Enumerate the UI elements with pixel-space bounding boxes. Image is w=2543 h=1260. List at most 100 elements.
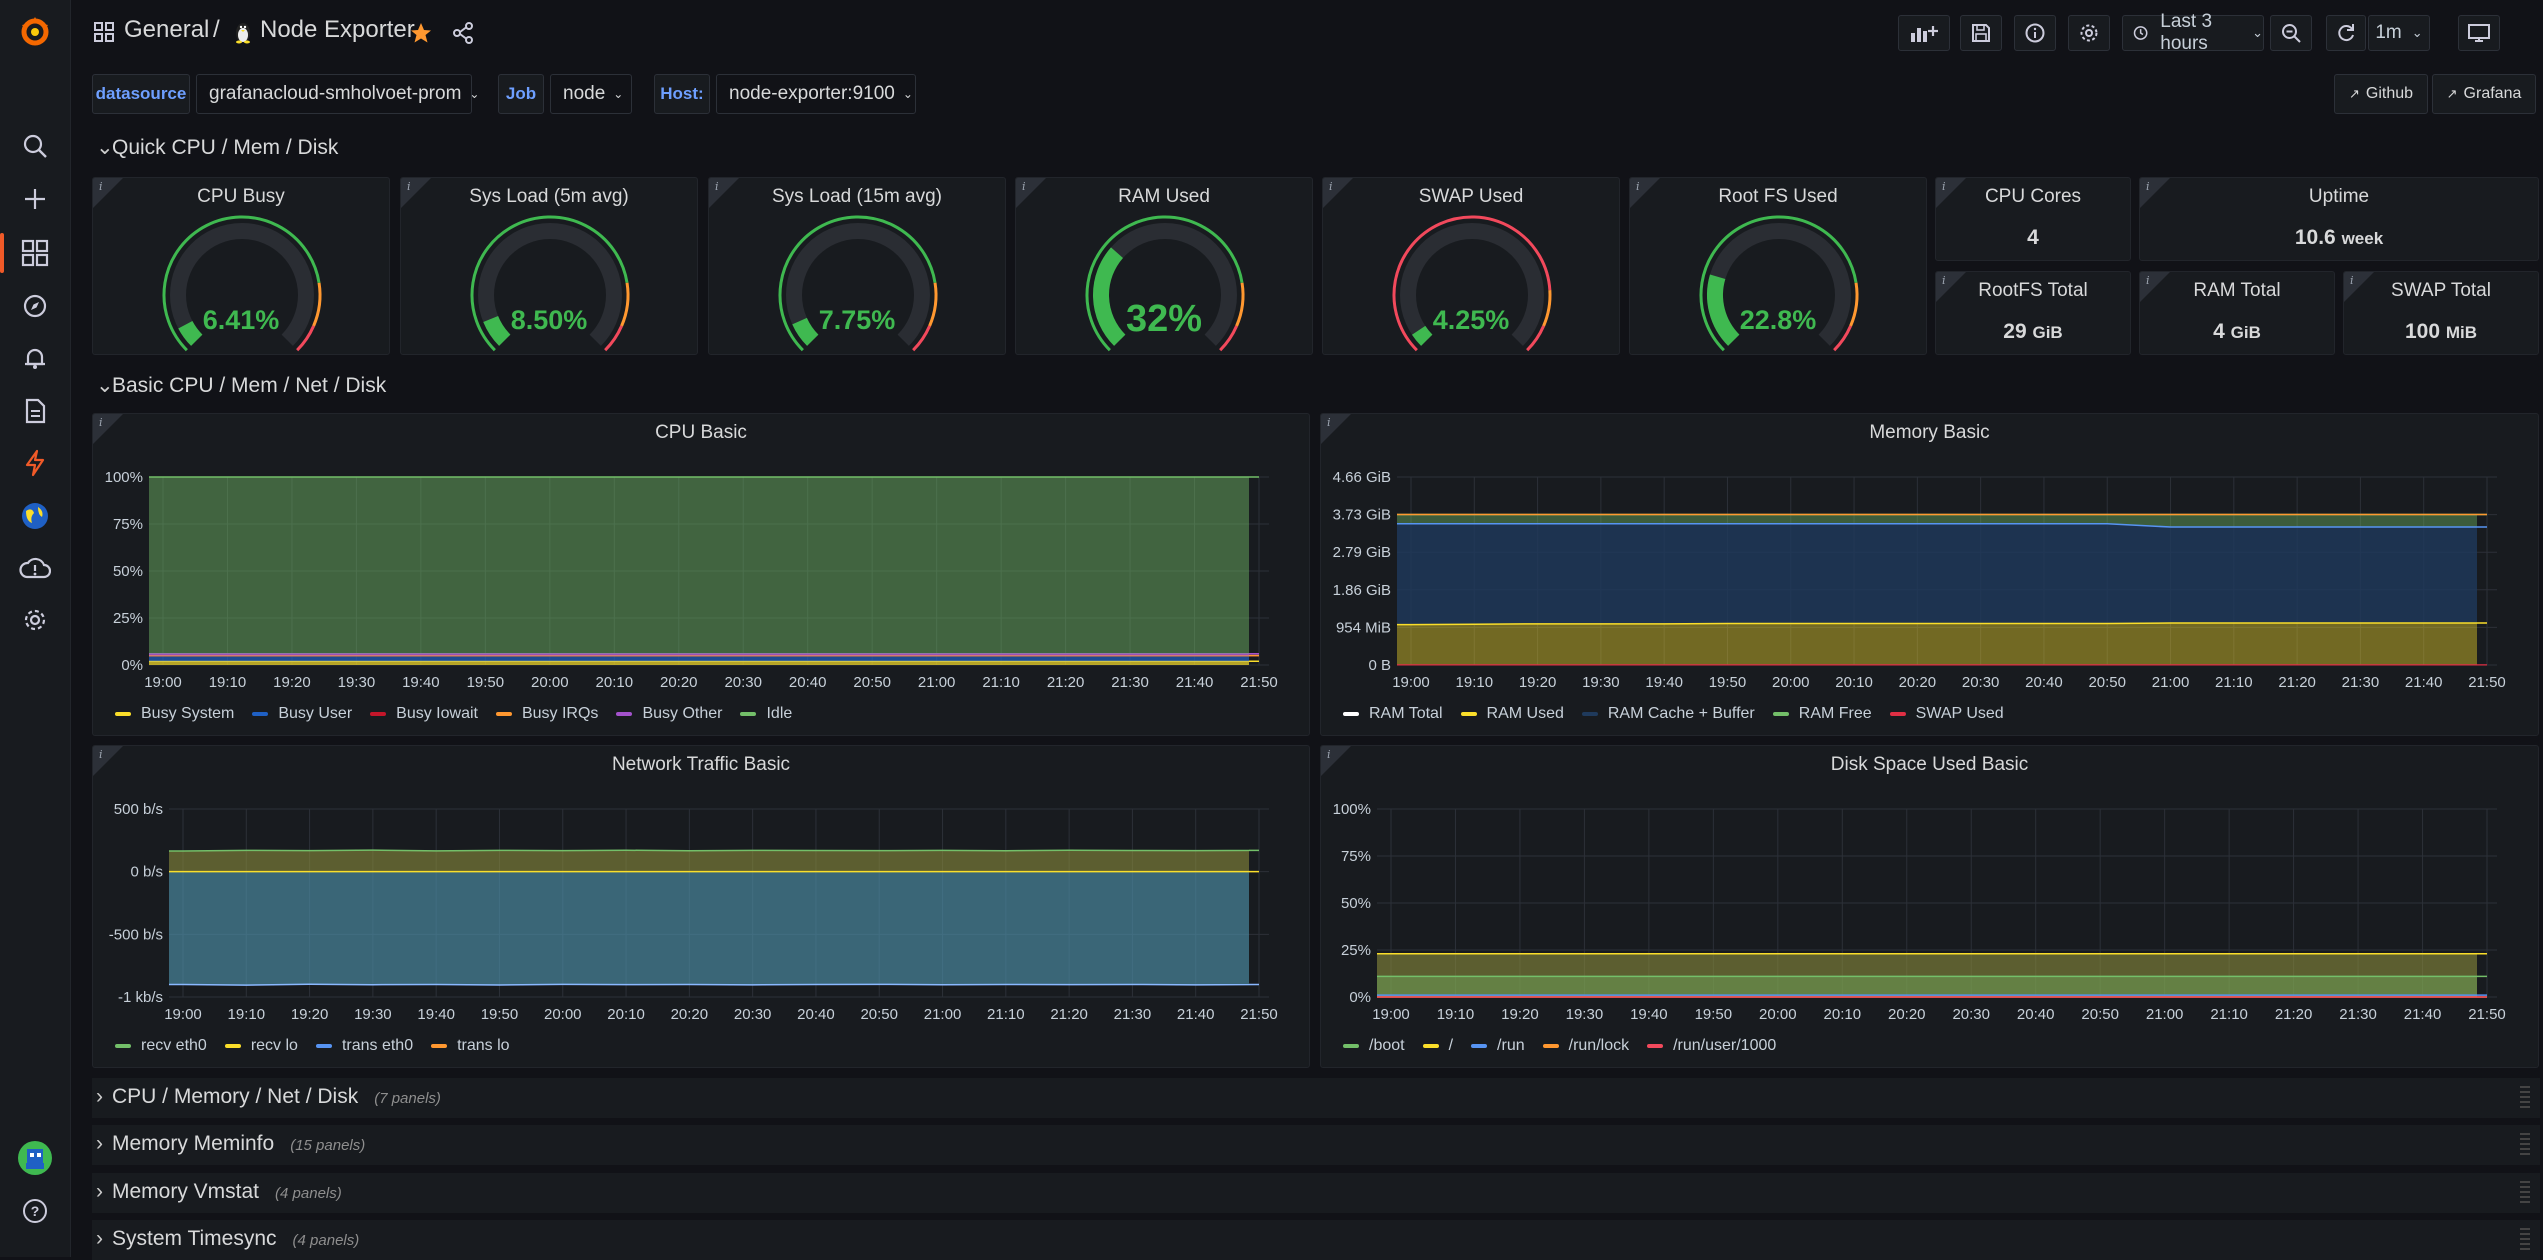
gauge-panel-cpu-busy[interactable]: i CPU Busy 6.41% bbox=[92, 177, 390, 355]
job-select[interactable]: node ⌄ bbox=[550, 74, 632, 114]
panel-info-corner[interactable] bbox=[2140, 178, 2170, 208]
time-range-picker[interactable]: Last 3 hours ⌄ bbox=[2122, 11, 2264, 54]
globe-icon[interactable] bbox=[15, 496, 55, 536]
drag-handle-icon[interactable] bbox=[2520, 1086, 2530, 1110]
panel-info-corner[interactable] bbox=[1936, 272, 1966, 302]
panel-info-corner[interactable] bbox=[1936, 178, 1966, 208]
legend-item[interactable]: /run/user/1000 bbox=[1647, 1037, 1776, 1055]
legend-item[interactable]: trans eth0 bbox=[315, 1037, 413, 1055]
graph-panel-memory-basic[interactable]: i Memory Basic 0 B 954 MiB 1.86 GiB 2.79 Gi… bbox=[1320, 413, 2539, 736]
legend-item[interactable]: recv lo bbox=[224, 1037, 298, 1055]
panel-info-corner[interactable] bbox=[93, 414, 123, 444]
graph-panel-network-traffic-basic[interactable]: i Network Traffic Basic -1 kb/s -500 b/s 0… bbox=[92, 745, 1310, 1068]
legend-item[interactable]: RAM Total bbox=[1343, 705, 1443, 723]
explore-compass-icon[interactable] bbox=[15, 286, 55, 326]
collapsed-row-title[interactable]: › Memory Vmstat (4 panels) bbox=[96, 1180, 342, 1204]
legend-item[interactable]: /run bbox=[1471, 1037, 1525, 1055]
drag-handle-icon[interactable] bbox=[2520, 1181, 2530, 1205]
dashboard-settings-button[interactable] bbox=[2068, 15, 2110, 51]
panel-info-corner[interactable] bbox=[1630, 178, 1660, 208]
legend-item[interactable]: Busy IRQs bbox=[495, 705, 598, 723]
save-dashboard-button[interactable] bbox=[1960, 15, 2002, 51]
legend-item[interactable]: Busy System bbox=[115, 705, 234, 723]
panel-info-corner[interactable] bbox=[1323, 178, 1353, 208]
dashboard-title[interactable]: Node Exporter bbox=[260, 16, 415, 43]
panel-info-corner[interactable] bbox=[401, 178, 431, 208]
gauge-panel-sys-load-15m[interactable]: i Sys Load (15m avg) 7.75% bbox=[708, 177, 1006, 355]
alerting-bell-icon[interactable] bbox=[15, 338, 55, 378]
stat-panel-swap-total[interactable]: i SWAP Total 100 MiB bbox=[2343, 271, 2539, 355]
stat-panel-cpu-cores[interactable]: i CPU Cores 4 bbox=[1935, 177, 2131, 261]
panel-info-corner[interactable] bbox=[2344, 272, 2374, 302]
star-favorite-icon[interactable] bbox=[410, 22, 432, 49]
stat-panel-rootfs-total[interactable]: i RootFS Total 29 GiB bbox=[1935, 271, 2131, 355]
stat-panel-uptime[interactable]: i Uptime 10.6 week bbox=[2139, 177, 2539, 261]
collapsed-row-memory-vmstat[interactable] bbox=[92, 1173, 2540, 1213]
panel-info-corner[interactable] bbox=[93, 746, 123, 776]
x-tick-label: 21:10 bbox=[982, 674, 1020, 691]
gauge-panel-swap-used[interactable]: i SWAP Used 4.25% bbox=[1322, 177, 1620, 355]
panel-info-corner[interactable] bbox=[709, 178, 739, 208]
create-plus-icon[interactable] bbox=[15, 179, 55, 219]
collapsed-row-memory-meminfo[interactable] bbox=[92, 1125, 2540, 1165]
lightning-bolt-icon[interactable] bbox=[15, 443, 55, 483]
refresh-interval-picker[interactable]: 1m ⌄ bbox=[2368, 15, 2430, 51]
legend-item[interactable]: SWAP Used bbox=[1889, 705, 2004, 723]
collapsed-row-title[interactable]: › CPU / Memory / Net / Disk (7 panels) bbox=[96, 1085, 441, 1109]
legend-item[interactable]: Busy Iowait bbox=[370, 705, 478, 723]
collapsed-row-title[interactable]: › Memory Meminfo (15 panels) bbox=[96, 1132, 365, 1156]
legend-label: /run/lock bbox=[1568, 1037, 1630, 1054]
search-icon[interactable] bbox=[15, 126, 55, 166]
legend-item[interactable]: / bbox=[1422, 1037, 1453, 1055]
row-quick-cpu-mem-disk[interactable]: ⌄Quick CPU / Mem / Disk bbox=[96, 135, 338, 160]
panel-info-corner[interactable] bbox=[1321, 746, 1351, 776]
legend-item[interactable]: Busy Other bbox=[616, 705, 722, 723]
graph-panel-disk-space-used-basic[interactable]: i Disk Space Used Basic 0% 25% 50% 75% 100% 1… bbox=[1320, 745, 2539, 1068]
grafana-link[interactable]: ↗ Grafana bbox=[2432, 74, 2536, 114]
legend-item[interactable]: /run/lock bbox=[1542, 1037, 1630, 1055]
gauge bbox=[1699, 215, 1859, 352]
share-icon[interactable] bbox=[452, 22, 474, 49]
legend-item[interactable]: Busy User bbox=[252, 705, 352, 723]
gauge-panel-root-fs-used[interactable]: i Root FS Used 22.8% bbox=[1629, 177, 1927, 355]
tv-mode-button[interactable] bbox=[2458, 15, 2500, 51]
help-icon[interactable]: ? bbox=[15, 1191, 55, 1231]
legend-item[interactable]: Idle bbox=[740, 705, 792, 723]
legend-item[interactable]: trans lo bbox=[431, 1037, 510, 1055]
document-icon[interactable] bbox=[15, 391, 55, 431]
panel-info-corner[interactable] bbox=[1016, 178, 1046, 208]
zoom-out-button[interactable] bbox=[2270, 15, 2312, 51]
panel-info-corner[interactable] bbox=[2140, 272, 2170, 302]
collapsed-row-title[interactable]: › System Timesync (4 panels) bbox=[96, 1227, 359, 1251]
grafana-logo-icon[interactable] bbox=[15, 12, 55, 52]
legend-item[interactable]: recv eth0 bbox=[115, 1037, 207, 1055]
collapsed-row-system-timesync[interactable] bbox=[92, 1220, 2540, 1260]
panel-info-corner[interactable] bbox=[93, 178, 123, 208]
cloud-alert-icon[interactable] bbox=[15, 548, 55, 588]
stat-panel-ram-total[interactable]: i RAM Total 4 GiB bbox=[2139, 271, 2335, 355]
legend-item[interactable]: RAM Cache + Buffer bbox=[1581, 705, 1755, 723]
graph-panel-cpu-basic[interactable]: i CPU Basic 0% 25% 50% 75% 100% 19:00 19:10 19:… bbox=[92, 413, 1310, 736]
y-tick-label: 0 B bbox=[1368, 657, 1391, 674]
dashboard-info-button[interactable] bbox=[2014, 15, 2056, 51]
drag-handle-icon[interactable] bbox=[2520, 1228, 2530, 1252]
legend-item[interactable]: /boot bbox=[1343, 1037, 1405, 1055]
settings-gear-icon[interactable] bbox=[15, 600, 55, 640]
legend-item[interactable]: RAM Free bbox=[1772, 705, 1872, 723]
panel-info-corner[interactable] bbox=[1321, 414, 1351, 444]
row-basic-cpu-mem-net-disk[interactable]: ⌄Basic CPU / Mem / Net / Disk bbox=[96, 373, 386, 398]
x-tick-label: 20:30 bbox=[1952, 1006, 1990, 1023]
refresh-button[interactable] bbox=[2326, 15, 2366, 51]
gauge-panel-sys-load-5m[interactable]: i Sys Load (5m avg) 8.50% bbox=[400, 177, 698, 355]
breadcrumb-folder[interactable]: General bbox=[124, 16, 210, 43]
datasource-select[interactable]: grafanacloud-smholvoet-prom ⌄ bbox=[196, 74, 479, 114]
host-select[interactable]: node-exporter:9100 ⌄ bbox=[716, 74, 916, 114]
add-panel-button[interactable] bbox=[1898, 15, 1950, 51]
collapsed-row-cpu-memory-net-disk[interactable] bbox=[92, 1078, 2540, 1118]
github-link[interactable]: ↗ Github bbox=[2334, 74, 2428, 114]
dashboards-icon[interactable] bbox=[15, 233, 55, 273]
gauge-panel-ram-used[interactable]: i RAM Used 32% bbox=[1015, 177, 1313, 355]
user-avatar[interactable] bbox=[15, 1138, 55, 1178]
drag-handle-icon[interactable] bbox=[2520, 1133, 2530, 1157]
legend-item[interactable]: RAM Used bbox=[1460, 705, 1564, 723]
